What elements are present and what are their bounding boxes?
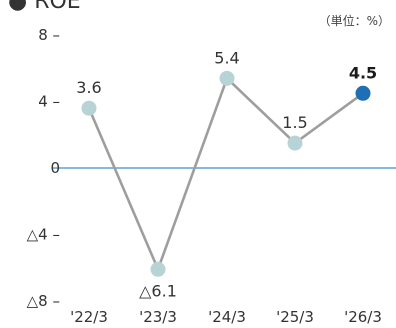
x-tick-label: '22/3 <box>70 308 108 326</box>
highlight-data-point <box>355 85 371 101</box>
data-point <box>81 100 97 116</box>
data-label: 3.6 <box>76 78 101 97</box>
unit-label: （単位：%） <box>318 14 390 28</box>
chart-title: ● ROE <box>8 0 81 14</box>
y-tick-label: △4 – <box>27 225 60 243</box>
y-tick-label: 8 – <box>38 26 60 44</box>
data-label: 4.5 <box>349 63 377 82</box>
data-point <box>150 261 166 277</box>
x-tick-label: '24/3 <box>208 308 246 326</box>
y-tick-label: △8 – <box>27 292 60 310</box>
data-point <box>219 70 235 86</box>
x-tick-label: '25/3 <box>276 308 314 326</box>
series-line <box>87 77 364 271</box>
data-label: △6.1 <box>139 281 177 300</box>
y-tick-label: 4 – <box>38 93 60 111</box>
data-point <box>287 135 303 151</box>
y-tick-label: 0 <box>50 159 60 177</box>
data-label: 1.5 <box>282 113 307 132</box>
x-tick-label: '26/3 <box>344 308 382 326</box>
data-label: 5.4 <box>214 48 239 67</box>
x-tick-label: '23/3 <box>139 308 177 326</box>
